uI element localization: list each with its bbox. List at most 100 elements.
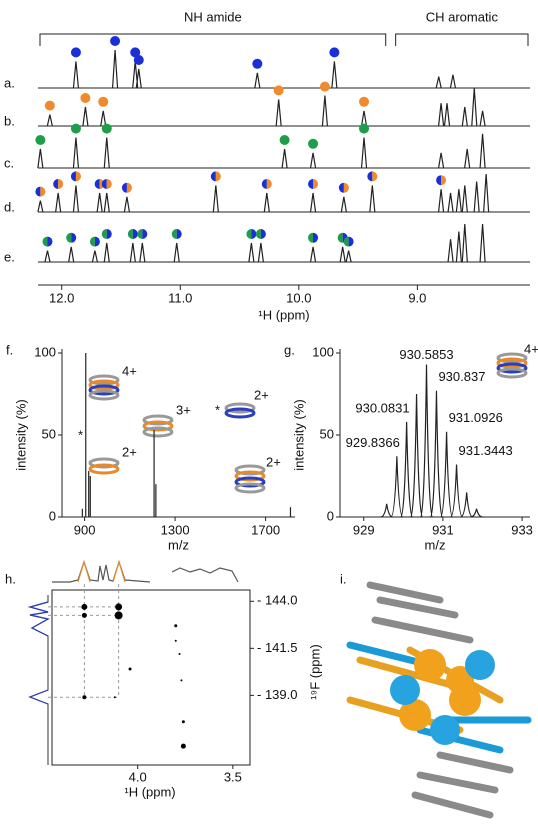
nmr-peak (331, 61, 338, 89)
peak-marker (47, 236, 53, 247)
cross-peak (180, 679, 183, 682)
charge-label: 4+ (524, 341, 538, 356)
y-tick-label: 50 (320, 426, 334, 441)
nmr-peak (275, 99, 282, 127)
cross-peak (113, 696, 116, 699)
x-tick-label: 12.0 (49, 290, 74, 305)
nmr-peak (479, 223, 486, 263)
peak-marker (121, 182, 127, 193)
charge-label: 4+ (122, 363, 137, 378)
cross-peak (178, 652, 181, 655)
nmr-peak (72, 61, 80, 89)
peak-marker (329, 47, 340, 58)
peak-label: 930.5853 (399, 347, 453, 362)
peak-marker (441, 175, 447, 186)
charge-label: 2+ (122, 444, 137, 459)
y-axis-label: intensity (%) (13, 399, 28, 471)
panel-label: h. (5, 571, 16, 586)
peak-marker (343, 182, 349, 193)
peak-marker (35, 135, 46, 145)
nmr-peak (123, 196, 131, 213)
cross-peak (128, 667, 132, 671)
trace-label: e. (4, 249, 15, 264)
peak-marker (127, 229, 133, 239)
nmr-peak (369, 185, 376, 213)
peak-marker (308, 138, 319, 149)
nmr-peak (103, 242, 110, 263)
charge-label: 2+ (254, 387, 269, 402)
peak-marker (89, 236, 95, 247)
peak-marker (273, 85, 284, 96)
cross-peak (115, 603, 123, 611)
nmr-peak (139, 242, 146, 263)
nmr-peak (339, 246, 346, 263)
x-tick-label: 11.0 (168, 290, 192, 305)
nmr-peak (309, 246, 317, 263)
nmr-peak (360, 137, 368, 169)
charge-label: * (215, 402, 220, 417)
x-axis-label: ¹H (ppm) (258, 307, 309, 322)
peak-marker (94, 179, 100, 189)
peak-marker (255, 229, 261, 239)
charge-label: 2+ (266, 454, 281, 469)
peak-marker (348, 236, 354, 247)
nmr-peak (263, 192, 270, 213)
nmr-peak (44, 250, 51, 263)
cross-peak (114, 611, 123, 620)
nmr-peak (437, 152, 445, 169)
peak-label: 929.8366 (346, 435, 400, 450)
nmr-peak (309, 192, 317, 213)
nmr-peak (254, 72, 261, 89)
peak-marker (53, 179, 59, 189)
nmr-peak (443, 103, 451, 127)
cross-peak (81, 603, 88, 610)
peak-marker (279, 135, 290, 145)
peak-marker (210, 171, 216, 182)
peak-marker (308, 179, 314, 189)
peak-label: 930.837 (438, 369, 485, 384)
projections (27, 559, 239, 765)
peak-marker (133, 55, 144, 65)
peak-marker (98, 96, 109, 107)
charge-label: * (78, 427, 83, 442)
plot-frame (51, 589, 251, 766)
region-label: CH aromatic (426, 9, 499, 24)
y-axis-label: ¹⁹F (ppm) (307, 644, 322, 699)
peak-marker (106, 179, 112, 189)
spectrum-peak (419, 364, 434, 518)
peak-marker (251, 229, 257, 239)
peak-marker (40, 186, 46, 197)
cross-peak (174, 639, 177, 642)
x-tick-label: 929 (353, 522, 375, 537)
peak-marker (137, 229, 143, 239)
x-tick-label: 931 (432, 522, 454, 537)
nmr-peak (437, 103, 445, 127)
spectrum-peak (470, 508, 483, 518)
peak-marker (261, 179, 267, 189)
trace-label: a. (4, 75, 15, 90)
nmr-peak (72, 185, 80, 213)
spectrum-peak (439, 431, 454, 518)
nmr-peak (55, 192, 62, 213)
nmr-peak (103, 192, 110, 213)
y-tick-label: - 139.0 (257, 687, 297, 702)
peak-marker (70, 171, 76, 182)
nmr-peak (464, 148, 471, 169)
nmr-peak (96, 192, 103, 213)
nmr-peak (435, 76, 442, 89)
nmr-peak (91, 250, 98, 263)
peak-label: 931.3443 (459, 443, 513, 458)
nmr-peak (345, 250, 352, 263)
peak-marker (66, 232, 72, 243)
peak-marker (101, 123, 112, 134)
spectrum-peak (449, 464, 464, 518)
nmr-peak (103, 137, 110, 169)
nmr-peak (461, 106, 468, 127)
spectrum-peak (390, 456, 404, 518)
y-tick-label: - 141.5 (257, 640, 297, 655)
charge-label: 3+ (176, 402, 191, 417)
nmr-peak (72, 137, 80, 169)
nmr-peak (437, 189, 445, 213)
peak-marker (101, 179, 107, 189)
nmr-peak (321, 95, 328, 127)
